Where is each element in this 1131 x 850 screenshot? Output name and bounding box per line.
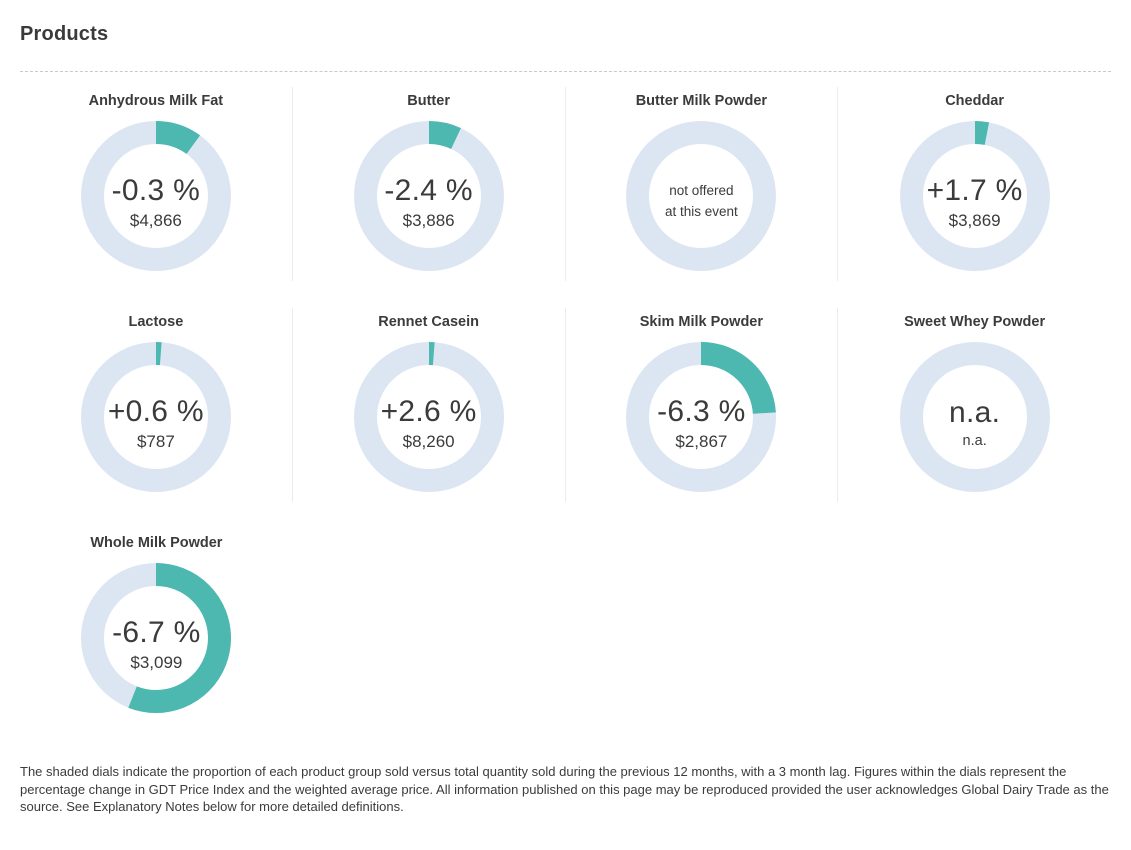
price-change: -6.7 % (112, 615, 201, 649)
dial-gauge (353, 342, 504, 492)
products-page: Products Anhydrous Milk Fat -0.3 % $4,86… (0, 23, 1131, 816)
product-dial: -6.3 % $2,867 (626, 342, 777, 492)
product-name: Sweet Whey Powder (904, 314, 1046, 330)
product-dial: -2.4 % $3,886 (353, 121, 504, 271)
dial-center: -6.7 % $3,099 (81, 563, 231, 713)
not-offered-note: not offered at this event (665, 181, 738, 223)
dial-arc (626, 342, 777, 492)
dial-center: -0.3 % $4,866 (81, 121, 231, 271)
dial-center: -2.4 % $3,886 (354, 121, 504, 271)
dial-gauge (626, 121, 777, 271)
product-dial: +0.6 % $787 (80, 342, 231, 492)
avg-price: $3,099 (130, 652, 183, 672)
product-card-skim-milk-powder[interactable]: Skim Milk Powder -6.3 % $2,867 (566, 308, 839, 502)
products-row-3: Whole Milk Powder -6.7 % $3,099 (20, 529, 1111, 723)
avg-price: $787 (136, 431, 175, 451)
products-grid: Anhydrous Milk Fat -0.3 % $4,866 Butter (20, 87, 1111, 723)
dial-gauge (80, 342, 231, 492)
avg-price: $4,866 (129, 210, 182, 230)
product-dial: +2.6 % $8,260 (353, 342, 504, 492)
dial-gauge (899, 121, 1050, 271)
dial-gauge (353, 121, 504, 271)
dial-gauge (626, 342, 777, 492)
avg-price: $8,260 (402, 431, 455, 451)
dial-arc (899, 121, 1050, 271)
price-change: n.a. (949, 395, 1001, 429)
product-name: Rennet Casein (378, 314, 479, 330)
note-line-1: not offered (669, 183, 734, 199)
product-card-butter-milk-powder[interactable]: Butter Milk Powder not offered at this e… (566, 87, 839, 281)
dial-center: n.a. n.a. (900, 342, 1050, 492)
dial-gauge (80, 121, 231, 271)
dial-arc (80, 121, 231, 271)
dial-track-ring (626, 121, 777, 271)
avg-price: $2,867 (675, 431, 728, 451)
price-change: +0.6 % (107, 394, 204, 428)
price-change: -6.3 % (657, 394, 746, 428)
product-name: Lactose (128, 314, 184, 330)
dial-gauge (899, 342, 1050, 492)
product-name: Anhydrous Milk Fat (88, 93, 224, 109)
product-dial: n.a. n.a. (899, 342, 1050, 492)
dial-arc (81, 563, 232, 713)
product-card-lactose[interactable]: Lactose +0.6 % $787 (20, 308, 293, 502)
product-name: Skim Milk Powder (639, 314, 764, 330)
dial-center: -6.3 % $2,867 (626, 342, 776, 492)
avg-price: n.a. (962, 432, 987, 449)
product-card-whole-milk-powder[interactable]: Whole Milk Powder -6.7 % $3,099 (20, 529, 293, 723)
price-change: -2.4 % (384, 173, 473, 207)
price-change: -0.3 % (111, 173, 201, 207)
product-card-anhydrous-milk-fat[interactable]: Anhydrous Milk Fat -0.3 % $4,866 (20, 87, 293, 281)
dial-center: +0.6 % $787 (81, 342, 231, 492)
price-change: +1.7 % (926, 173, 1023, 207)
product-card-cheddar[interactable]: Cheddar +1.7 % $3,869 (838, 87, 1111, 281)
avg-price: $3,869 (948, 210, 1001, 230)
product-name: Butter (407, 93, 450, 109)
page-title: Products (20, 23, 109, 45)
dial-center: +2.6 % $8,260 (354, 342, 504, 492)
dial-arc (80, 342, 231, 492)
product-name: Cheddar (945, 93, 1005, 109)
product-card-butter[interactable]: Butter -2.4 % $3,886 (293, 87, 566, 281)
products-row-2: Lactose +0.6 % $787 Rennet Casein (20, 308, 1111, 502)
product-dial: -0.3 % $4,866 (80, 121, 231, 271)
dial-center: +1.7 % $3,869 (900, 121, 1050, 271)
explanatory-footnote: The shaded dials indicate the proportion… (20, 764, 1109, 815)
product-card-rennet-casein[interactable]: Rennet Casein +2.6 % $8,260 (293, 308, 566, 502)
dial-center: not offered at this event (626, 121, 776, 271)
avg-price: $3,886 (402, 210, 455, 230)
product-card-sweet-whey-powder[interactable]: Sweet Whey Powder n.a. n.a. (838, 308, 1111, 502)
dial-arc (353, 342, 504, 492)
note-line-2: at this event (664, 204, 738, 219)
dial-gauge (81, 563, 232, 713)
product-dial: +1.7 % $3,869 (899, 121, 1050, 271)
product-name: Butter Milk Powder (635, 93, 768, 109)
price-change: +2.6 % (380, 394, 477, 428)
products-row-1: Anhydrous Milk Fat -0.3 % $4,866 Butter (20, 87, 1111, 281)
product-name: Whole Milk Powder (90, 535, 223, 551)
dial-arc (353, 121, 504, 271)
product-dial: not offered at this event (626, 121, 777, 271)
dial-track-ring (899, 342, 1050, 492)
product-dial: -6.7 % $3,099 (81, 563, 232, 713)
dashed-divider (20, 71, 1111, 72)
